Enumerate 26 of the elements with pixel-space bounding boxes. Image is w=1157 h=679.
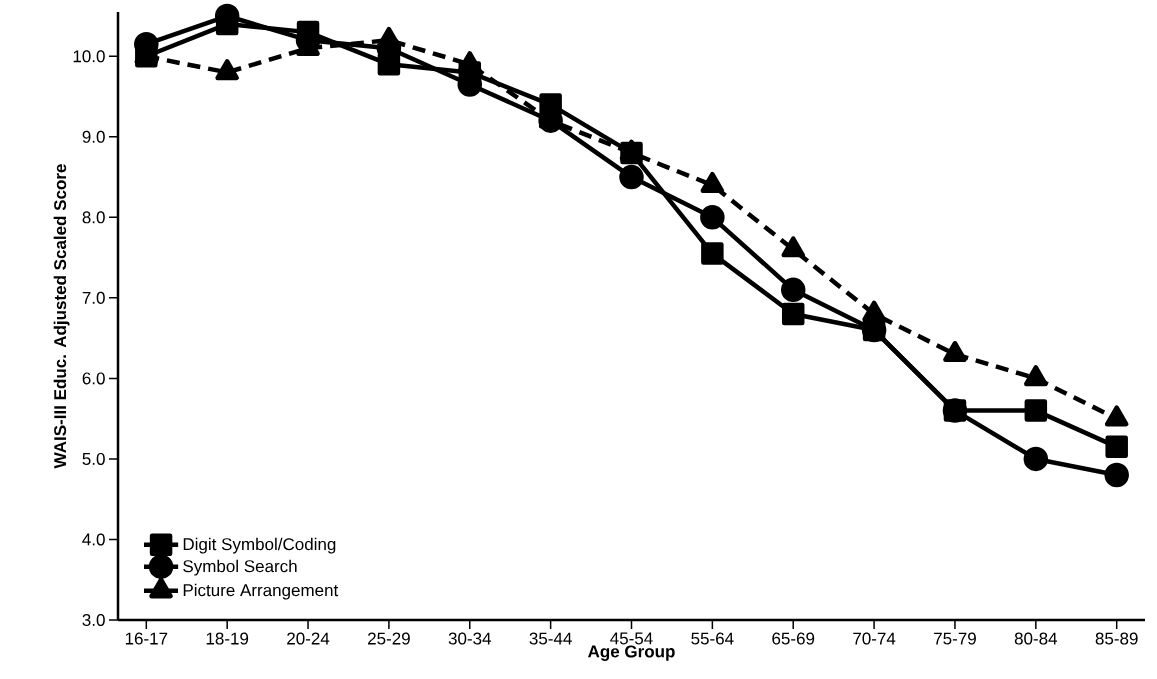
y-tick-label: 6.0	[82, 372, 105, 385]
x-tick-label: 30-34	[448, 632, 491, 645]
x-tick-label: 85-89	[1095, 632, 1138, 645]
legend-label: Digit Symbol/Coding	[183, 537, 336, 554]
x-tick-label: 80-84	[1014, 632, 1058, 645]
x-tick-label: 25-29	[368, 632, 410, 645]
x-tick-label: 65-69	[772, 632, 815, 645]
x-tick-label: 18-19	[206, 632, 249, 645]
x-tick-label: 75-79	[934, 632, 976, 645]
x-axis-title: Age Group	[588, 645, 675, 661]
y-tick-label: 8.0	[82, 211, 105, 224]
y-tick-label: 3.0	[82, 613, 105, 627]
y-tick-label: 9.0	[82, 130, 105, 143]
y-tick-label: 10.0	[73, 50, 105, 63]
x-tick-label: 45-54	[610, 632, 653, 645]
x-tick-label: 35-44	[529, 632, 572, 645]
y-tick-label: 5.0	[82, 452, 105, 465]
legend-label: Symbol Search	[183, 559, 297, 576]
x-tick-label: 55-64	[691, 632, 734, 645]
y-axis-title: WAIS-III Educ. Adjusted Scaled Score	[53, 164, 70, 469]
y-tick-label: 4.0	[82, 533, 105, 546]
y-tick-label: 7.0	[82, 291, 105, 304]
x-tick-label: 16-17	[125, 632, 168, 645]
x-tick-label: 70-74	[853, 632, 896, 645]
x-tick-label: 20-24	[287, 632, 330, 645]
legend-label: Picture Arrangement	[183, 583, 339, 600]
